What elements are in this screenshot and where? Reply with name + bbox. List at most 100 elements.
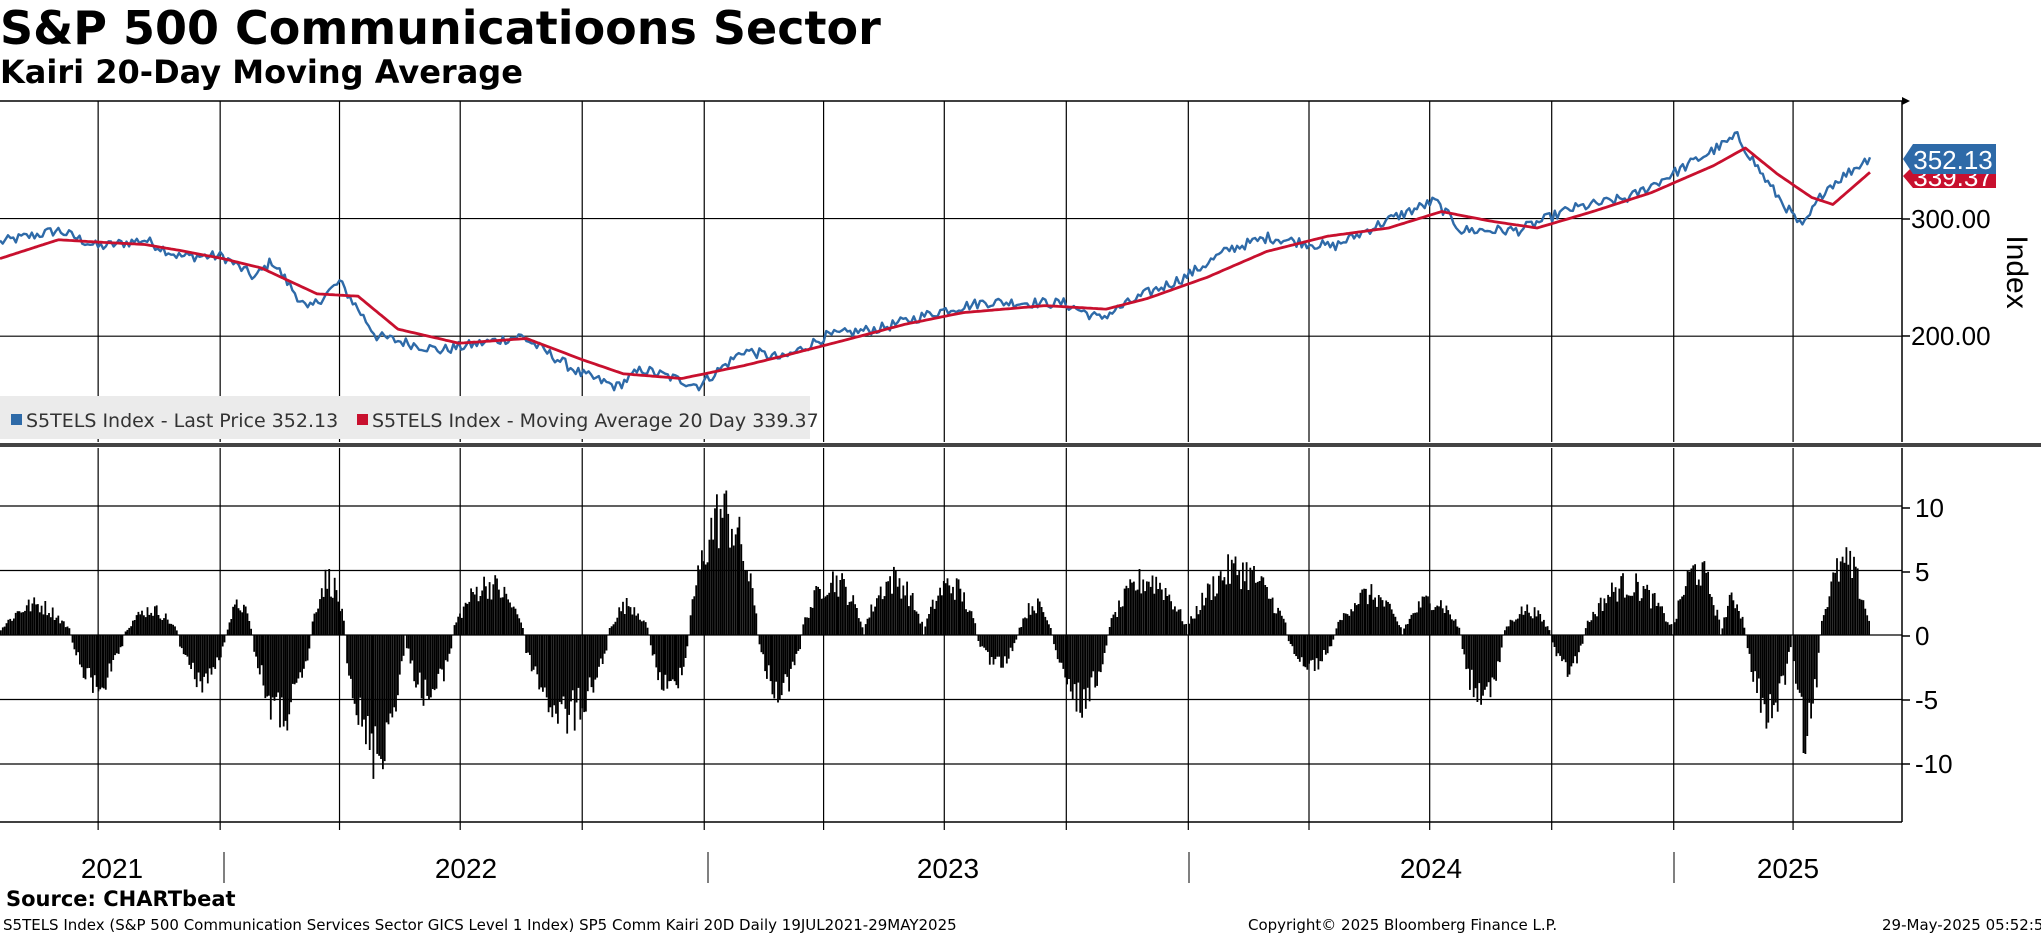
kairi-bar	[623, 614, 626, 635]
kairi-bar	[1000, 635, 1002, 668]
kairi-bar	[1116, 617, 1118, 635]
kairi-bar	[288, 635, 291, 715]
kairi-bar	[985, 635, 987, 651]
kairi-bar	[1306, 635, 1309, 670]
kairi-bar	[1357, 604, 1360, 635]
kairi-bar	[577, 635, 580, 688]
kairi-bar	[510, 607, 513, 635]
kairi-bar	[830, 582, 832, 635]
kairi-bar	[494, 575, 497, 635]
kairi-bar	[1513, 621, 1516, 635]
kairi-bar	[137, 611, 140, 635]
kairi-bar	[784, 635, 787, 675]
kairi-bar	[1277, 607, 1279, 635]
kairi-bar	[486, 598, 489, 635]
kairi-bar	[400, 635, 403, 662]
kairi-bar	[1491, 635, 1494, 678]
kairi-bar	[1280, 615, 1283, 635]
kairi-bar	[1767, 635, 1770, 723]
kairi-bar	[740, 544, 743, 635]
kairi-bar	[477, 601, 480, 635]
kairi-bar	[31, 603, 34, 635]
kairi-bar	[443, 635, 445, 682]
kairi-bar	[900, 598, 903, 635]
kairi-bar	[359, 635, 362, 698]
kairi-bar	[1572, 635, 1575, 664]
kairi-bar	[1590, 620, 1593, 635]
kairi-bar	[1804, 635, 1807, 754]
kairi-bar	[439, 635, 442, 669]
kairi-bar	[1601, 611, 1604, 635]
kairi-bar	[1434, 607, 1437, 635]
kairi-bar	[762, 635, 765, 655]
kairi-bar	[402, 635, 405, 656]
kairi-bar	[919, 623, 922, 635]
kairi-bar	[939, 587, 941, 635]
kairi-bar	[374, 635, 377, 727]
kairi-bar	[199, 635, 202, 682]
kairi-bar	[1655, 606, 1658, 635]
kairi-bar	[1295, 635, 1297, 657]
kairi-bar	[1629, 595, 1632, 635]
kairi-bar	[543, 635, 546, 688]
kairi-bar	[119, 635, 122, 648]
kairi-bar	[376, 635, 379, 754]
kairi-bar	[1498, 635, 1501, 663]
kairi-bar	[1612, 591, 1615, 635]
kairi-bar	[764, 635, 766, 672]
kairi-bar	[1597, 603, 1600, 635]
kairi-bar	[625, 598, 628, 635]
kairi-bar	[304, 635, 307, 662]
kairi-bar	[1271, 597, 1274, 635]
kairi-bar	[88, 635, 91, 668]
kairi-bar	[97, 635, 100, 692]
kairi-bar	[1633, 592, 1636, 635]
kairi-bar	[1709, 594, 1711, 635]
kairi-bar	[699, 569, 701, 635]
kairi-bar	[682, 635, 685, 667]
kairi-bar	[716, 494, 718, 635]
kairi-bar	[221, 635, 224, 647]
kairi-bar	[864, 624, 867, 635]
kairi-bar	[490, 599, 493, 635]
kairi-bar	[1118, 600, 1120, 635]
kairi-bar	[1810, 635, 1812, 719]
kairi-bar	[529, 635, 531, 655]
kairi-bar	[677, 635, 680, 689]
kairi-bar	[450, 635, 453, 649]
kairi-bar	[644, 622, 647, 635]
kairi-bar	[1465, 635, 1468, 670]
kairi-bar	[549, 635, 552, 708]
kairi-bar	[1505, 626, 1508, 635]
kairi-bar	[1631, 595, 1634, 635]
kairi-bar	[1584, 628, 1587, 635]
kairi-bar	[1774, 635, 1777, 703]
kairi-bar	[464, 602, 467, 635]
kairi-bar	[777, 635, 779, 703]
kairi-bar	[684, 635, 687, 658]
kairi-bar	[38, 612, 41, 635]
kairi-bar	[1352, 611, 1354, 635]
kairi-bar	[71, 635, 74, 643]
kairi-bar	[1298, 635, 1301, 662]
kairi-bar	[1500, 635, 1503, 648]
kairi-bar	[889, 576, 891, 635]
kairi-bar	[758, 635, 761, 645]
kairi-bar	[155, 605, 158, 635]
kairi-bar	[1230, 559, 1233, 635]
legend-label-price: S5TELS Index - Last Price 352.13	[26, 410, 338, 432]
kairi-bar	[1476, 635, 1479, 702]
kairi-bar	[1398, 625, 1400, 635]
kairi-bar	[411, 635, 414, 661]
price-lines	[0, 131, 1872, 392]
kairi-bar	[1121, 606, 1124, 635]
kairi-bar	[446, 635, 449, 662]
kairi-bar	[331, 597, 334, 635]
kairi-bar	[218, 635, 220, 661]
kairi-bar	[1335, 628, 1338, 635]
kairi-bar	[1847, 564, 1850, 635]
year-label-2021: 2021	[81, 853, 143, 884]
kairi-bar	[596, 635, 598, 678]
kairi-bar	[795, 635, 798, 654]
kairi-bar	[1748, 635, 1751, 654]
